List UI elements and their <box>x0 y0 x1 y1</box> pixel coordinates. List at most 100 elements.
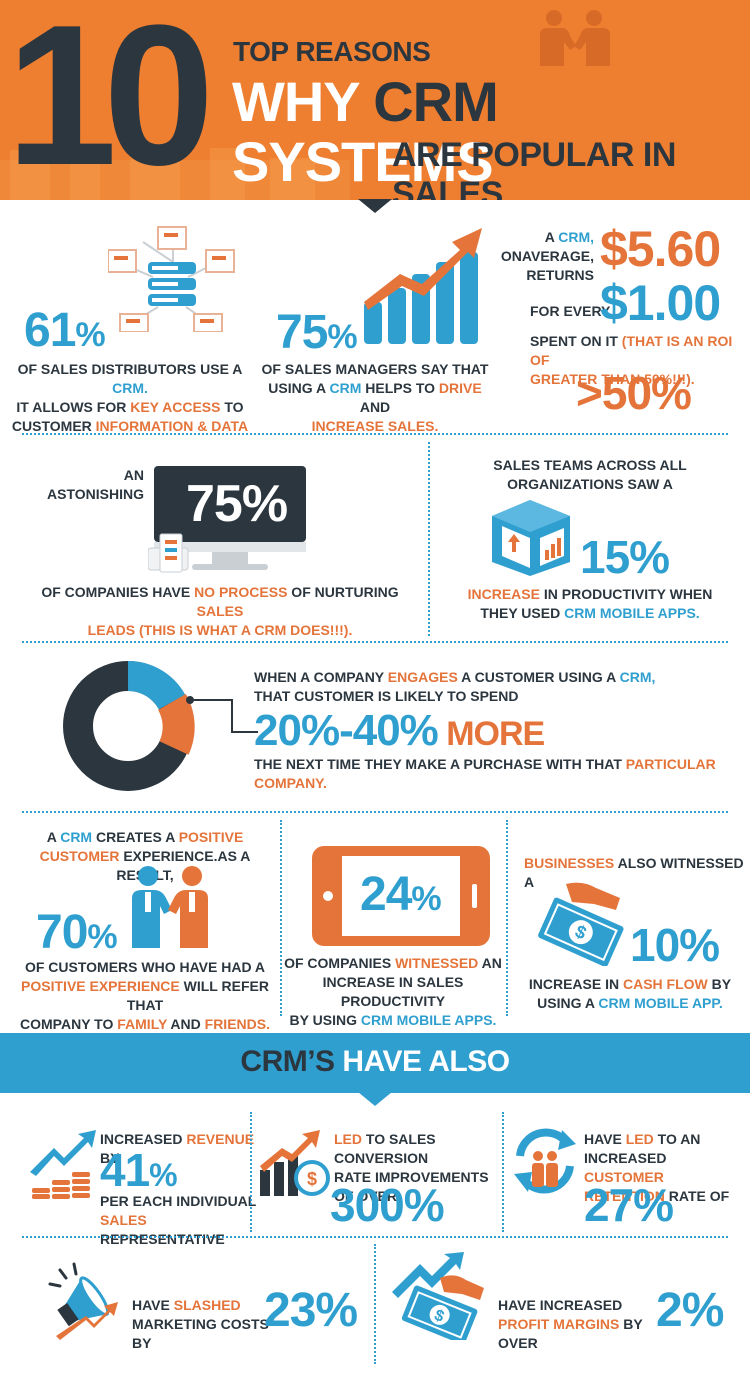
stat2040-value: 20%-40% <box>254 706 439 755</box>
retention-cycle-icon <box>514 1128 576 1194</box>
stat27-l1b: LED <box>625 1131 654 1147</box>
stat70-l1a: A <box>46 829 61 845</box>
stat300-value: 300% <box>330 1179 445 1231</box>
stat10-l2c: BY <box>707 976 732 992</box>
stat10-value: 10% <box>630 919 720 971</box>
stat27-label: HAVE LED TO AN INCREASED CUSTOMER RETENT… <box>584 1130 750 1206</box>
stat27-l1a: HAVE <box>584 1131 626 1147</box>
stat300-label: LED TO SALES CONVERSION RATE IMPROVEMENT… <box>334 1130 504 1206</box>
stat41-text: PER EACH INDIVIDUAL SALES REPRESENTATIVE <box>100 1192 260 1249</box>
header-line3: ARE POPULAR IN SALES <box>392 136 676 200</box>
divider-3 <box>22 811 728 813</box>
stat61-l2c: TO <box>220 399 244 415</box>
stat24-value: 24 <box>360 868 412 921</box>
stat27-l2b: CUSTOMER <box>584 1169 664 1185</box>
stat300-l1b: TO SALES CONVERSION <box>334 1131 436 1166</box>
roi-big: >50% <box>576 367 692 419</box>
stat10-l2a: INCREASE IN <box>528 976 623 992</box>
stat2040-label: WHEN A COMPANY ENGAGES A CUSTOMER USING … <box>254 668 734 706</box>
stat10-label: BUSINESSES ALSO WITNESSED A <box>524 854 750 892</box>
stat75a-l1: OF SALES MANAGERS SAY THAT <box>261 361 489 377</box>
stat75b-l3c: OF NURTURING <box>287 584 399 600</box>
header-why: WHY <box>232 70 374 133</box>
stat2040-l1d: CRM, <box>619 669 656 685</box>
divider-v1 <box>428 442 430 636</box>
stat75a-l2e: AND <box>359 399 391 415</box>
stat2-value: 2% <box>656 1284 724 1337</box>
stat23-l1a: HAVE <box>132 1297 174 1313</box>
tablet-icon <box>312 846 490 946</box>
stat15-value: 15% <box>580 531 670 583</box>
stat15-l3b: IN PRODUCTIVITY WHEN <box>539 586 713 602</box>
stat2040-l3b: PARTICULAR COMPANY. <box>254 756 716 791</box>
header-number: 10 <box>6 0 215 200</box>
stat2-l2a: PROFIT MARGINS <box>498 1316 620 1332</box>
roi-l1a: A <box>544 229 559 245</box>
divider-v6 <box>374 1244 376 1364</box>
stat70-l5d: FRIENDS. <box>204 1016 270 1032</box>
stat2040-text: THE NEXT TIME THEY MAKE A PURCHASE WITH … <box>254 755 744 793</box>
stat70-pct: % <box>87 918 117 956</box>
stat300-l3: OF OVER <box>334 1188 398 1204</box>
stat2040-l1a: WHEN A COMPANY <box>254 669 388 685</box>
stat70-l5b: FAMILY <box>117 1016 168 1032</box>
divider-v3 <box>506 820 508 1016</box>
roi-l4b: (THAT IS AN ROI OF <box>530 333 733 368</box>
divider-v4 <box>250 1112 252 1232</box>
stat24-value: 24% <box>360 868 442 926</box>
stat70-l4a: POSITIVE EXPERIENCE <box>21 978 180 994</box>
stat61-value: 61 <box>24 304 76 357</box>
header-line2: WHY CRM SYSTEMS <box>232 72 750 192</box>
stat2040-more: MORE <box>437 715 545 753</box>
stat15-l4a: THEY USED <box>480 605 565 621</box>
stat61-text: OF SALES DISTRIBUTORS USE A CRM. IT ALLO… <box>10 360 250 436</box>
roi-l2: ONAVERAGE, <box>500 248 594 264</box>
stat41-value: 41 <box>100 1144 150 1196</box>
stat75a-value: 75% <box>276 308 358 362</box>
stat41-l1a: INCREASED <box>100 1131 187 1147</box>
stat41-pct: % <box>149 1157 177 1193</box>
stat24-l3a: BY USING <box>289 1012 361 1028</box>
roi-amount2: $1.00 <box>600 275 721 331</box>
stat75b-l3b: NO PROCESS <box>194 584 288 600</box>
stat70-l5a: COMPANY TO <box>20 1016 118 1032</box>
banner-pointer <box>358 1092 392 1106</box>
divider-v5 <box>502 1112 504 1232</box>
stat15-l1: SALES TEAMS ACROSS ALL <box>493 457 687 473</box>
stat2040-l1c: A CUSTOMER USING A <box>457 669 620 685</box>
stat75a-l3: INCREASE SALES. <box>311 418 439 434</box>
stat41-label: INCREASED REVENUE BY <box>100 1130 260 1168</box>
stat24-l1b: WITNESSED <box>395 955 479 971</box>
stat41-value: 41% <box>100 1144 178 1199</box>
stat2040-value: 20%-40% MORE <box>254 706 545 759</box>
roi-label: A CRM, ONAVERAGE, RETURNS <box>500 228 594 285</box>
people-icon <box>132 866 208 948</box>
stat70-l5c: AND <box>167 1016 205 1032</box>
stat61-l3b: INFORMATION & DATA <box>95 418 249 434</box>
stat70-l2a: CUSTOMER <box>39 848 120 864</box>
stat10-l1a: BUSINESSES <box>524 855 615 871</box>
stat41-l1b: REVENUE <box>186 1131 255 1147</box>
divider-1 <box>22 433 728 435</box>
stat24-l2: INCREASE IN SALES PRODUCTIVITY <box>322 974 464 1009</box>
stat24-l1c: AN <box>478 955 502 971</box>
stat2040-l1b: ENGAGES <box>387 669 458 685</box>
stat75a-l2b: CRM <box>329 380 362 396</box>
cash-hand-icon: $ <box>538 882 624 966</box>
stat75b-label: AN ASTONISHING <box>40 466 144 504</box>
growth-chart-icon <box>364 228 482 344</box>
stat41-l3b: REPRESENTATIVE <box>100 1231 225 1247</box>
stat24-l1a: OF COMPANIES <box>284 955 396 971</box>
stat70-l1b: CRM <box>60 829 93 845</box>
stat10-l3b: CRM MOBILE APP. <box>598 995 723 1011</box>
stat15-label: SALES TEAMS ACROSS ALL ORGANIZATIONS SAW… <box>440 456 740 494</box>
stat61-pct: % <box>75 316 105 354</box>
stat2-l1: HAVE INCREASED <box>498 1297 623 1313</box>
stat75a-l2c: HELPS TO <box>361 380 439 396</box>
stat41-l3a: SALES <box>100 1212 147 1228</box>
stat27-l3b: RATE OF <box>664 1188 730 1204</box>
stat15-l3a: INCREASE <box>467 586 540 602</box>
stat23-l2: MARKETING COSTS BY <box>132 1316 269 1351</box>
stat15-l4b: CRM MOBILE APPS. <box>564 605 700 621</box>
stat75a-l2d: DRIVE <box>438 380 482 396</box>
